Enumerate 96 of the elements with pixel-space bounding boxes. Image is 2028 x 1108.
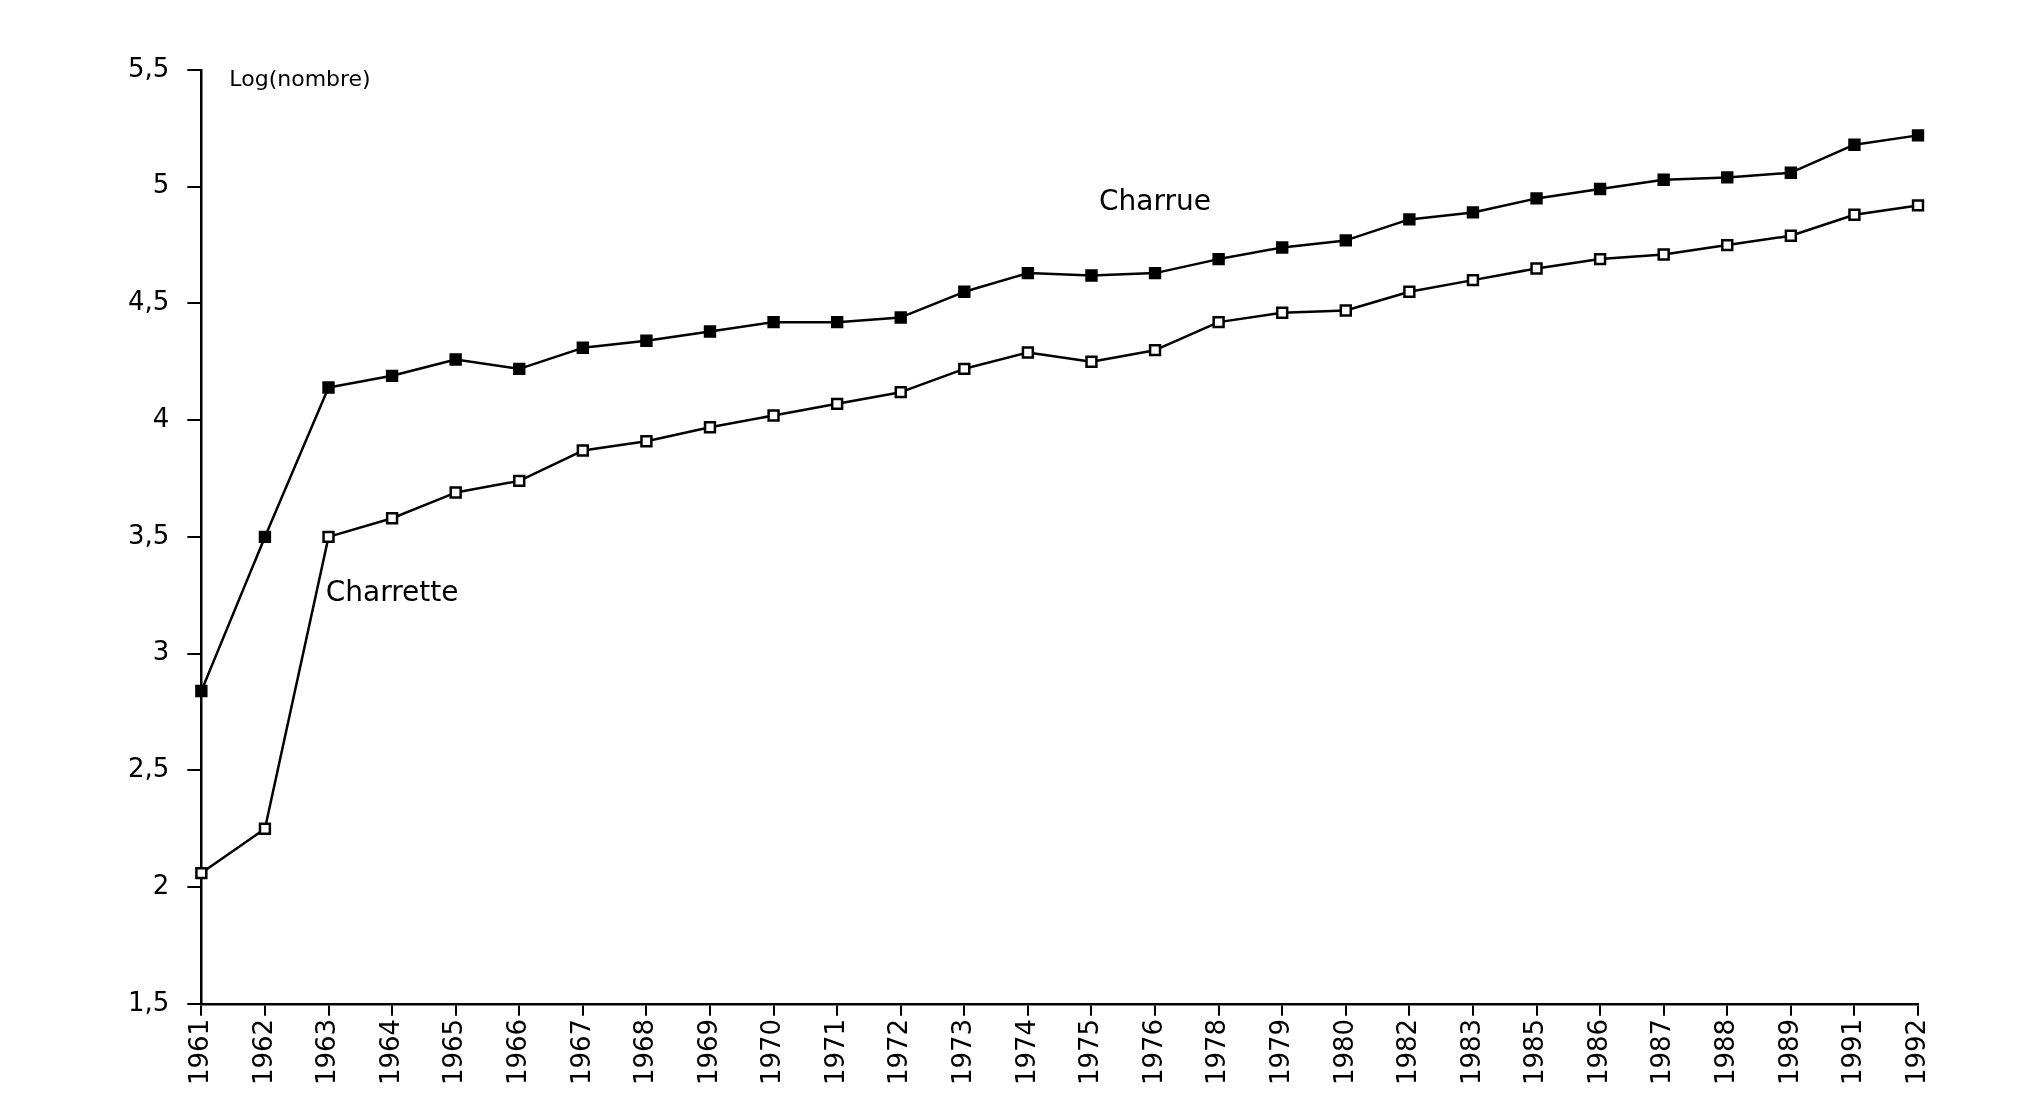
point — [640, 334, 653, 348]
point — [1721, 171, 1734, 184]
x-tick-label: 1992 — [1900, 1018, 1931, 1085]
x-tick-label: 1985 — [1519, 1018, 1550, 1085]
point — [767, 315, 780, 329]
point — [195, 866, 208, 880]
point — [576, 341, 590, 355]
x-tick-label: 1973 — [947, 1018, 978, 1085]
point — [1466, 206, 1480, 219]
point — [703, 325, 717, 338]
point — [1085, 269, 1098, 282]
x-tick-label: 1980 — [1328, 1018, 1359, 1085]
x-tick-label: 1961 — [184, 1018, 215, 1085]
y-tick-label: 3,5 — [127, 519, 170, 550]
point — [1466, 273, 1480, 287]
point — [1911, 199, 1925, 212]
point — [322, 530, 335, 544]
x-tick-label: 1975 — [1074, 1018, 1105, 1085]
point — [576, 444, 590, 457]
point — [1784, 229, 1798, 242]
point — [1403, 285, 1416, 298]
y-tick-label: 2,5 — [127, 753, 170, 784]
y-tick-label: 1,5 — [127, 986, 170, 1017]
point — [1339, 234, 1352, 247]
x-tick-label: 1963 — [311, 1018, 342, 1085]
point — [1848, 208, 1861, 221]
point — [1593, 182, 1607, 196]
x-tick-label: 1964 — [374, 1018, 405, 1085]
point — [640, 435, 653, 448]
point — [1148, 343, 1162, 357]
point — [1530, 262, 1543, 275]
point — [1721, 238, 1734, 252]
point — [1593, 252, 1607, 266]
x-tick-label: 1991 — [1837, 1018, 1868, 1085]
point — [449, 353, 462, 366]
series-label: Charrue — [1099, 184, 1212, 218]
y-axis-title: Log(nombre) — [229, 65, 371, 91]
point — [1530, 192, 1543, 205]
point — [385, 512, 399, 525]
point — [1848, 138, 1861, 151]
point — [1212, 315, 1225, 329]
point — [195, 684, 208, 698]
x-tick-label: 1970 — [756, 1018, 787, 1085]
point — [1657, 173, 1670, 186]
x-tick-label: 1966 — [502, 1018, 532, 1085]
series-label: Charrette — [325, 574, 459, 608]
x-tick-label: 1982 — [1392, 1018, 1423, 1085]
point — [703, 420, 717, 434]
point — [1339, 304, 1352, 317]
point — [1403, 213, 1416, 226]
point — [958, 285, 971, 298]
x-tick-label: 1969 — [692, 1018, 723, 1085]
x-tick-label: 1988 — [1710, 1018, 1741, 1085]
y-tick-label: 4 — [152, 402, 170, 433]
x-tick-label: 1971 — [819, 1018, 850, 1085]
point — [1911, 129, 1925, 142]
x-tick-label: 1976 — [1137, 1018, 1168, 1085]
point — [1212, 252, 1225, 266]
y-tick-label: 4,5 — [127, 286, 170, 317]
x-tick-label: 1978 — [1201, 1018, 1232, 1085]
x-tick-label: 1962 — [247, 1018, 278, 1085]
point — [1148, 266, 1162, 280]
point — [1021, 266, 1035, 280]
point — [1784, 166, 1798, 179]
point — [385, 369, 399, 383]
point — [767, 409, 780, 422]
x-tick-label: 1967 — [565, 1018, 596, 1085]
point — [258, 822, 272, 835]
x-tick-label: 1979 — [1264, 1018, 1295, 1085]
x-tick-label: 1965 — [438, 1018, 469, 1085]
point — [830, 397, 844, 411]
point — [322, 381, 335, 394]
point — [1657, 248, 1670, 261]
x-tick-label: 1987 — [1646, 1018, 1677, 1085]
point — [513, 474, 526, 488]
point — [258, 530, 272, 544]
point — [1276, 306, 1289, 319]
x-tick-label: 1968 — [629, 1018, 660, 1085]
x-tick-label: 1974 — [1010, 1018, 1041, 1085]
point — [1276, 241, 1289, 254]
x-tick-label: 1989 — [1773, 1018, 1804, 1085]
y-tick-label: 5,5 — [127, 52, 170, 83]
point — [894, 385, 907, 399]
point — [1085, 355, 1098, 369]
point — [1021, 346, 1035, 359]
point — [894, 311, 907, 324]
x-tick-label: 1986 — [1582, 1018, 1613, 1085]
point — [830, 315, 844, 329]
point — [449, 486, 462, 499]
x-tick-label: 1972 — [883, 1018, 914, 1085]
point — [958, 362, 971, 376]
y-tick-label: 3 — [152, 636, 170, 667]
point — [513, 362, 526, 376]
y-tick-label: 5 — [152, 169, 170, 200]
x-tick-label: 1983 — [1455, 1018, 1486, 1085]
y-tick-label: 2 — [152, 869, 170, 900]
